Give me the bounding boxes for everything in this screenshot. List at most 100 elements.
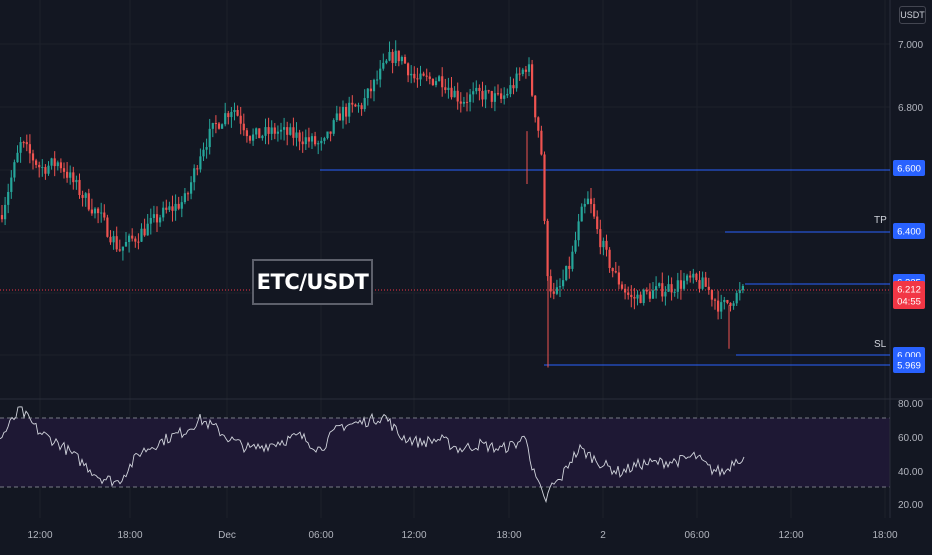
candle-body-68 [211, 123, 214, 129]
candles-series[interactable] [0, 40, 744, 368]
candle-body-51 [159, 217, 162, 223]
candle-body-213 [661, 283, 664, 297]
symbol-label: ETC/USDT [252, 259, 373, 305]
candle-body-119 [369, 88, 372, 92]
candle-body-149 [462, 101, 465, 104]
candle-body-9 [28, 144, 31, 154]
candle-body-217 [673, 291, 676, 293]
price-badge-label-0: 6.600 [897, 164, 921, 175]
candle-body-193 [599, 229, 602, 248]
candle-body-4 [13, 162, 16, 178]
candle-body-58 [180, 202, 183, 209]
candle-body-204 [633, 297, 636, 299]
candle-body-26 [81, 195, 84, 198]
candle-body-103 [320, 140, 323, 144]
candle-body-226 [701, 277, 704, 289]
candle-body-137 [425, 75, 428, 77]
time-tick-1800-a: 18:00 [117, 530, 142, 541]
candle-body-220 [682, 280, 686, 289]
candle-body-102 [317, 143, 320, 145]
candle-body-71 [221, 124, 224, 129]
candle-body-132 [410, 73, 413, 76]
candle-body-36 [112, 236, 115, 243]
candle-body-47 [146, 223, 149, 236]
candle-body-215 [667, 284, 670, 292]
candle-body-214 [664, 291, 667, 297]
candle-body-114 [354, 104, 357, 107]
candle-body-165 [512, 85, 515, 89]
price-badge-bg-1 [893, 223, 925, 239]
candle-body-122 [379, 68, 382, 80]
candle-body-52 [162, 207, 165, 218]
candle-body-205 [636, 294, 639, 299]
price-axis-ticks[interactable]: 7.000 6.800 [898, 40, 923, 114]
candle-body-156 [484, 90, 487, 100]
candle-body-11 [35, 160, 38, 165]
candle-body-115 [357, 105, 360, 107]
candle-body-210 [651, 290, 655, 299]
candle-body-228 [707, 286, 710, 290]
candle-body-180 [558, 286, 562, 288]
candle-body-167 [518, 73, 521, 75]
candle-body-151 [469, 94, 472, 102]
time-tick-1800-c: 18:00 [872, 530, 897, 541]
candle-body-76 [236, 109, 239, 116]
candle-body-130 [403, 57, 407, 64]
candle-body-187 [580, 206, 583, 222]
candle-body-175 [543, 154, 546, 221]
candle-body-129 [400, 57, 403, 62]
candle-body-21 [66, 171, 69, 178]
time-tick-dec: Dec [218, 530, 236, 541]
candle-body-143 [444, 87, 447, 90]
candle-body-139 [431, 78, 434, 86]
rsi-line[interactable] [0, 406, 745, 504]
price-badge-label-1: 6.400 [897, 227, 921, 238]
rsi-tick-60: 60.00 [898, 433, 923, 444]
candle-body-63 [196, 168, 199, 170]
candle-body-127 [394, 50, 397, 64]
candle-body-61 [190, 182, 193, 194]
horizontal-lines[interactable] [0, 169, 890, 366]
time-tick-1800-b: 18:00 [496, 530, 521, 541]
candle-body-65 [202, 149, 205, 157]
candle-body-28 [87, 193, 90, 210]
candle-body-212 [658, 283, 661, 287]
candle-body-80 [248, 136, 252, 141]
candle-body-232 [720, 302, 723, 312]
candle-body-40 [124, 242, 128, 247]
candle-body-134 [416, 78, 419, 80]
candle-body-19 [59, 162, 62, 169]
candle-body-153 [475, 87, 478, 92]
candle-body-55 [171, 206, 174, 211]
candle-body-73 [227, 113, 230, 118]
candle-body-186 [577, 221, 580, 241]
candle-body-2 [7, 191, 10, 205]
time-axis[interactable]: 12:00 18:00 Dec 06:00 12:00 18:00 2 06:0… [27, 530, 897, 541]
candle-body-200 [620, 284, 624, 289]
candle-body-35 [109, 236, 112, 243]
currency-unit-button[interactable]: USDT [899, 6, 926, 24]
candle-body-131 [407, 63, 410, 76]
candle-body-192 [596, 216, 599, 230]
candle-body-233 [723, 299, 726, 303]
candle-body-109 [338, 113, 341, 121]
candle-body-88 [273, 127, 276, 134]
candle-body-138 [428, 76, 431, 79]
candle-body-105 [326, 131, 329, 139]
candle-body-8 [25, 142, 28, 145]
candle-body-161 [500, 93, 503, 99]
candle-body-146 [453, 90, 456, 98]
candle-body-235 [729, 302, 732, 306]
candle-body-34 [106, 217, 109, 237]
candle-body-67 [208, 128, 211, 148]
candle-body-12 [38, 164, 41, 168]
candle-body-227 [704, 277, 707, 287]
candle-body-219 [679, 280, 682, 289]
candle-body-148 [459, 101, 462, 104]
candle-body-230 [713, 299, 717, 301]
candle-body-191 [593, 204, 596, 217]
candle-body-14 [44, 167, 47, 174]
candle-body-157 [487, 90, 490, 92]
